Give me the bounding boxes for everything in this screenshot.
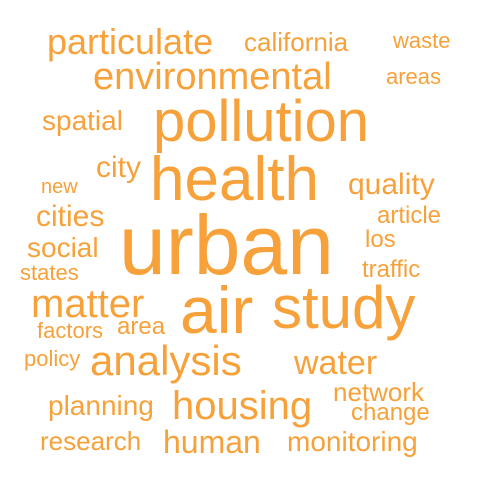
word-research: research [40,426,142,456]
word-monitoring: monitoring [287,426,418,457]
word-article: article [377,202,442,229]
word-housing: housing [172,384,313,428]
word-particulate: particulate [47,21,214,62]
word-urban: urban [119,198,334,292]
word-planning: planning [48,390,154,421]
word-health: health [150,145,319,214]
word-spatial: spatial [42,105,123,136]
word-city: city [96,151,141,184]
word-analysis: analysis [90,337,242,384]
word-change: change [351,399,430,426]
word-air: air [180,273,254,347]
word-area: area [117,313,166,340]
word-factors: factors [37,318,104,343]
word-new: new [41,176,78,198]
word-states: states [20,260,79,285]
word-social: social [27,232,99,263]
word-study: study [272,274,416,341]
word-pollution: pollution [153,89,370,154]
word-water: water [294,344,378,382]
word-network: network [333,377,425,407]
word-california: california [244,27,349,57]
word-los: los [365,226,396,253]
word-areas: areas [386,64,442,89]
word-cities: cities [36,200,105,233]
word-human: human [163,424,261,460]
word-quality: quality [348,168,435,201]
word-traffic: traffic [362,256,421,283]
word-waste: waste [393,28,451,53]
word-matter: matter [31,282,145,326]
word-environmental: environmental [93,56,332,98]
word-policy: policy [24,346,81,371]
